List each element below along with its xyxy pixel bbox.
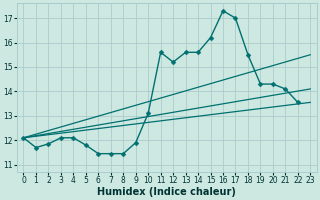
X-axis label: Humidex (Indice chaleur): Humidex (Indice chaleur) [98, 187, 236, 197]
